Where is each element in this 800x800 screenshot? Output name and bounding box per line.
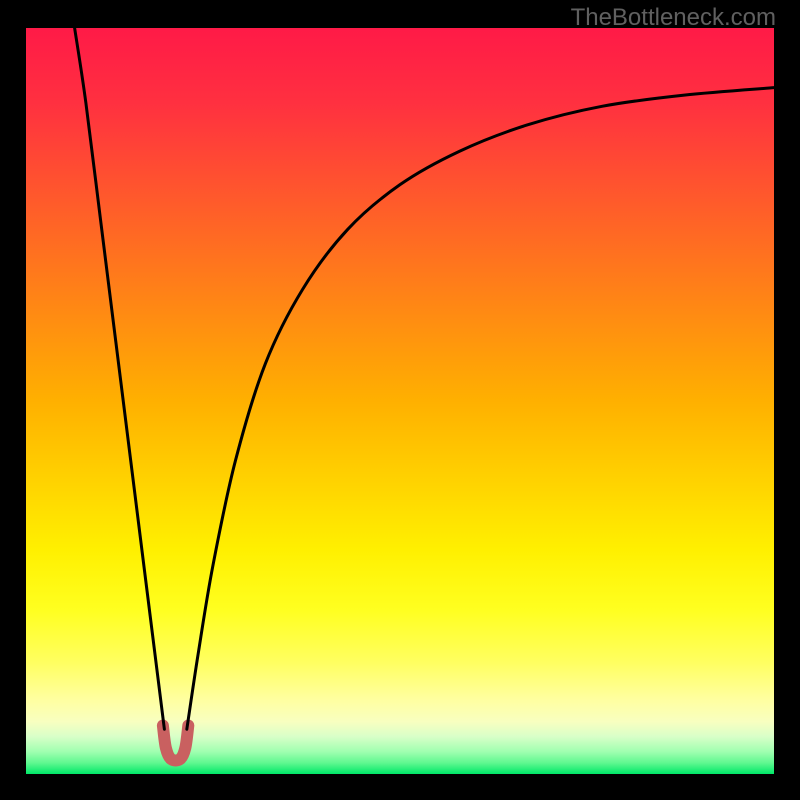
chart-svg <box>0 0 800 800</box>
dip-marker <box>163 726 188 761</box>
watermark-text: TheBottleneck.com <box>571 4 776 32</box>
chart-container: TheBottleneck.com <box>0 0 800 800</box>
bottleneck-curve-right-branch <box>187 88 774 730</box>
bottleneck-curve-left-branch <box>75 28 165 729</box>
